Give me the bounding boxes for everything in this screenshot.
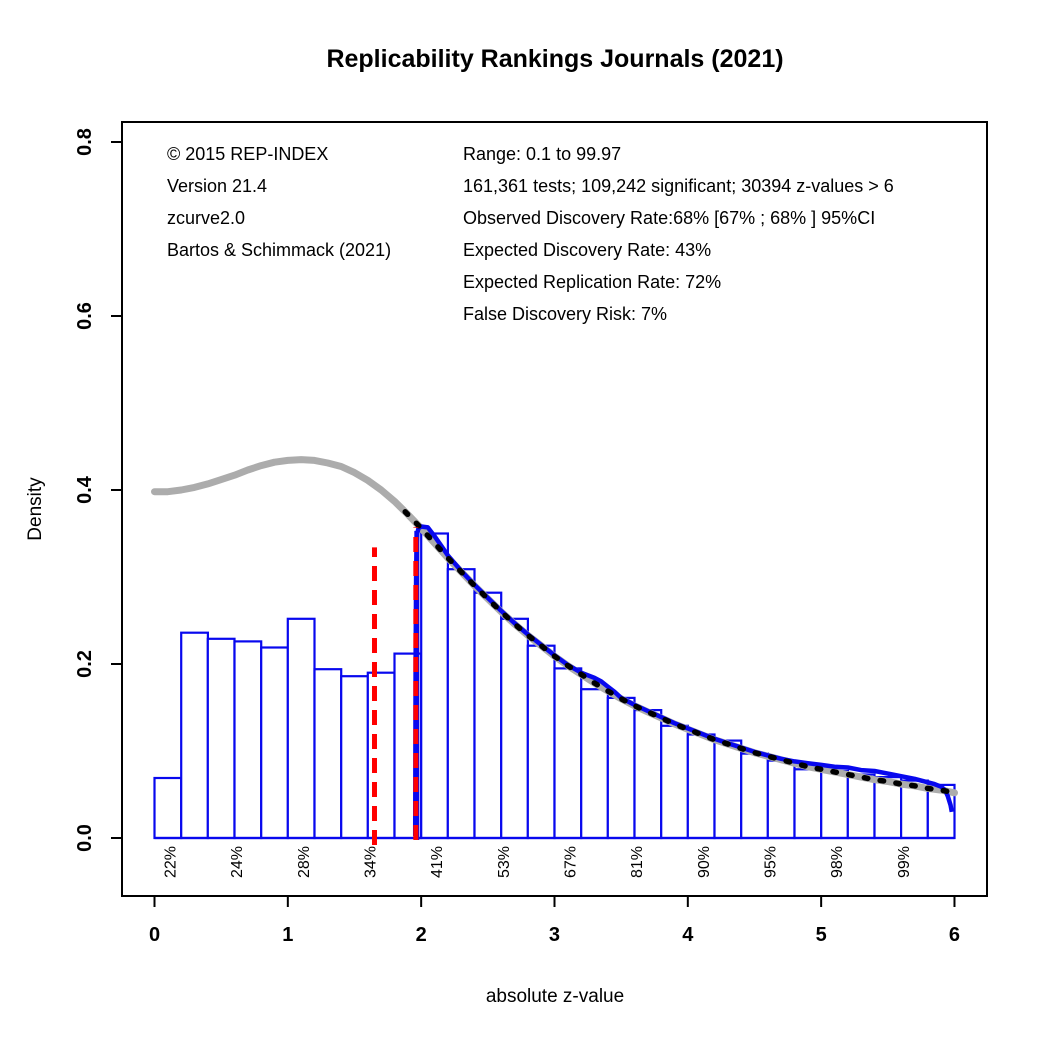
x-tick-label: 5 [816, 924, 827, 946]
histogram-bar [740, 752, 770, 840]
histogram-bar [260, 646, 290, 840]
histogram-bar [713, 739, 743, 840]
histogram-bar [846, 773, 876, 840]
power-label: 95% [762, 846, 779, 878]
x-tick-label: 0 [149, 924, 160, 946]
x-axis: 0 1 2 3 4 5 6 [149, 896, 960, 946]
observed-curve [412, 524, 955, 837]
power-label: 99% [896, 846, 913, 878]
annotation-edr: Expected Discovery Rate: 43% [463, 240, 712, 260]
criterion-lines [371, 527, 420, 845]
histogram-bar [206, 637, 236, 840]
histogram-bar [180, 631, 209, 840]
y-axis: 0.0 0.2 0.4 0.6 0.8 [74, 128, 122, 852]
y-tick-label: 0.6 [74, 302, 96, 330]
chart-title: Replicability Rankings Journals (2021) [326, 45, 784, 73]
histogram-bar [766, 759, 796, 840]
histogram-bar [660, 724, 690, 840]
histogram-bar [153, 776, 183, 840]
histogram-bar [820, 769, 850, 840]
annotation-odr: Observed Discovery Rate:68% [67% ; 68% ]… [463, 208, 876, 228]
y-tick-label: 0.0 [74, 824, 96, 852]
y-tick-label: 0.2 [74, 650, 96, 678]
annotation-block-left: © 2015 REP-INDEX Version 21.4 zcurve2.0 … [167, 138, 391, 266]
annotation-block-right: Range: 0.1 to 99.97 161,361 tests; 109,2… [463, 138, 894, 330]
y-tick-label: 0.4 [74, 475, 96, 504]
y-axis-title: Density [25, 477, 46, 541]
histogram-bar [686, 733, 716, 840]
power-label: 24% [229, 846, 246, 878]
power-labels: 22% 24% 28% 34% 41% 53% 67% 81% 90% 95% 98% 99% [162, 846, 912, 878]
histogram-bar [233, 640, 263, 840]
annotation-range: Range: 0.1 to 99.97 [463, 144, 622, 164]
annotation-zcurve: zcurve2.0 [167, 208, 246, 228]
histogram-bar [420, 532, 450, 840]
x-tick-label: 4 [682, 924, 694, 946]
histogram-bar [366, 671, 396, 840]
observed-density-curve [412, 524, 955, 837]
histogram-bar [793, 768, 823, 840]
x-tick-label: 2 [416, 924, 427, 946]
histogram-bar [606, 696, 636, 840]
annotation-err: Expected Replication Rate: 72% [463, 272, 722, 292]
power-label: 34% [362, 846, 379, 878]
histogram-bar [313, 668, 343, 840]
histogram-bar [446, 568, 476, 840]
power-label: 28% [296, 846, 313, 878]
histogram-bar [580, 688, 610, 840]
x-axis-title: absolute z-value [485, 986, 625, 1007]
x-tick-label: 6 [949, 924, 960, 946]
annotation-version: Version 21.4 [167, 176, 268, 196]
annotation-citation: Bartos & Schimmack (2021) [167, 240, 392, 260]
power-label: 90% [696, 846, 713, 878]
power-label: 41% [429, 846, 446, 878]
histogram-bar [500, 617, 530, 840]
power-label: 81% [629, 846, 646, 878]
power-label: 67% [562, 846, 579, 878]
histogram-bars [153, 532, 956, 840]
annotation-tests: 161,361 tests; 109,242 significant; 3039… [463, 176, 894, 196]
annotation-copyright: © 2015 REP-INDEX [167, 144, 329, 164]
histogram-bar [340, 675, 370, 840]
histogram-bar [286, 617, 316, 840]
x-tick-label: 1 [282, 924, 293, 946]
power-label: 53% [496, 846, 513, 878]
histogram-bar [473, 591, 503, 840]
power-label: 22% [162, 846, 179, 878]
y-tick-label: 0.8 [74, 128, 96, 156]
histogram-bar [526, 644, 556, 840]
x-tick-label: 3 [549, 924, 560, 946]
histogram-bar [553, 667, 583, 840]
histogram-bar [633, 708, 663, 840]
power-label: 98% [829, 846, 846, 878]
annotation-fdr: False Discovery Risk: 7% [463, 304, 668, 324]
